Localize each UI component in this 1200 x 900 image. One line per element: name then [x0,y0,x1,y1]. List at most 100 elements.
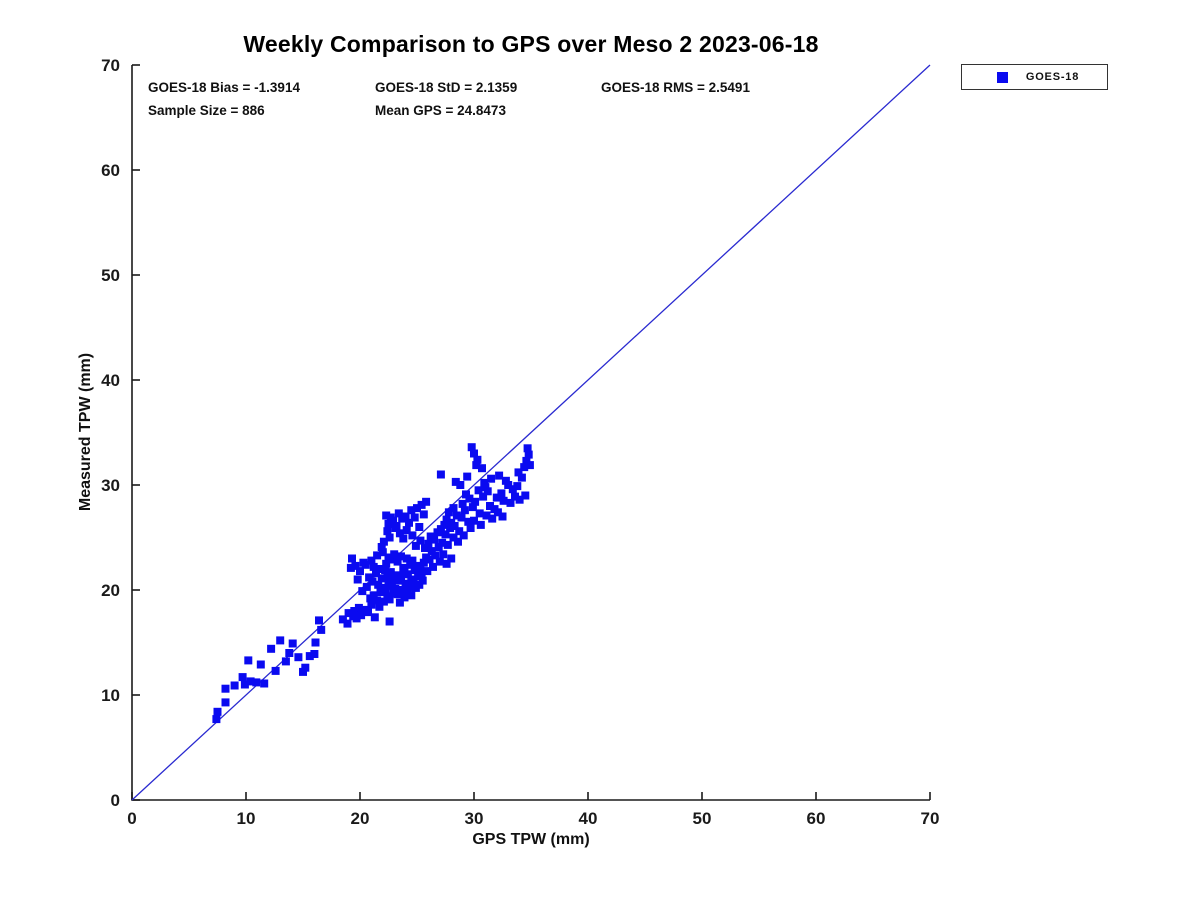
scatter-point [365,573,374,582]
scatter-point [431,551,440,560]
y-tick-label: 10 [101,686,120,705]
scatter-point [346,563,355,572]
scatter-point [252,678,261,687]
scatter-point [315,616,323,625]
scatter-point [394,509,403,518]
scatter-point [382,511,391,520]
scatter-point [521,491,530,500]
scatter-point [434,543,443,551]
scatter-point [427,547,436,556]
scatter-point [392,522,401,530]
scatter-point [451,477,460,486]
one-to-one-line [131,64,931,801]
scatter-point [373,551,382,560]
scatter-point [379,597,388,606]
scatter-point [436,525,445,534]
scatter-point [517,473,526,482]
scatter-point [377,574,386,583]
scatter-point [393,590,402,599]
scatter-point [488,514,497,523]
scatter-point [367,556,376,565]
scatter-series-goes18 [212,443,534,724]
y-tick-label: 40 [101,371,120,390]
stat-std: GOES-18 StD = 2.1359 [375,80,518,95]
scatter-point [425,555,434,564]
stat-sample-size: Sample Size = 886 [148,103,265,118]
scatter-point [299,667,307,676]
scatter-point [410,566,419,575]
scatter-point [400,593,409,602]
scatter-point [395,598,404,607]
scatter-point [374,580,383,589]
scatter-point [464,517,473,526]
scatter-point [377,543,386,551]
scatter-point [391,584,400,593]
scatter-point [460,506,469,515]
scatter-point [361,560,370,569]
x-axis-label: GPS TPW (mm) [472,831,590,848]
scatter-point [383,527,392,536]
scatter-point [376,588,385,597]
scatter-point [213,707,222,716]
scatter-point [294,653,303,662]
scatter-point [405,582,413,591]
scatter-point [271,666,280,675]
scatter-point [381,566,390,575]
scatter-point [311,638,320,647]
scatter-point [483,487,492,496]
scatter-point [238,673,247,682]
scatter-point [449,504,458,513]
y-tick-label: 70 [101,56,120,75]
scatter-point [378,548,387,557]
scatter-point [338,615,347,624]
scatter-point [352,614,361,623]
scatter-point [473,455,482,464]
scatter-point [397,573,405,582]
scatter-point [450,522,459,530]
scatter-point [408,531,417,540]
scatter-point [385,617,394,626]
scatter-point [419,510,428,519]
scatter-point [472,461,481,470]
legend-box: GOES-18 [961,64,1108,90]
scatter-point [305,652,314,661]
scatter-point [370,613,379,622]
scatter-point [367,600,376,609]
scatter-point [409,577,418,586]
scatter-point [478,464,486,473]
stat-bias: GOES-18 Bias = -1.3914 [148,80,300,95]
scatter-point [379,537,388,546]
scatter-point [467,443,476,452]
scatter-point [256,660,265,669]
scatter-point [310,650,319,658]
scatter-point [476,520,485,529]
scatter-point [375,602,384,611]
scatter-point [385,595,394,604]
x-tick-label: 70 [921,809,940,828]
scatter-point [438,538,447,547]
scatter-point [506,498,515,507]
scatter-point [351,561,360,570]
x-tick-label: 60 [807,809,826,828]
scatter-point [471,497,480,506]
scatter-point [493,508,502,517]
scatter-point [221,684,230,693]
scatter-point [482,511,491,520]
scatter-point [344,609,353,618]
scatter-point [444,508,453,517]
scatter-point [389,516,398,525]
scatter-point [465,494,474,503]
scatter-point [525,461,534,470]
scatter-point [447,554,456,563]
legend-marker-square-icon [997,71,1008,83]
scatter-point [389,589,398,598]
scatter-point [408,556,417,565]
scatter-point [401,512,410,521]
scatter-point [436,470,445,479]
y-axis-label: Measured TPW (mm) [77,352,94,512]
scatter-point [501,476,510,485]
stat-rms: GOES-18 RMS = 2.5491 [601,80,750,95]
scatter-point [508,485,517,494]
scatter-point [350,607,359,615]
scatter-point [348,554,356,563]
